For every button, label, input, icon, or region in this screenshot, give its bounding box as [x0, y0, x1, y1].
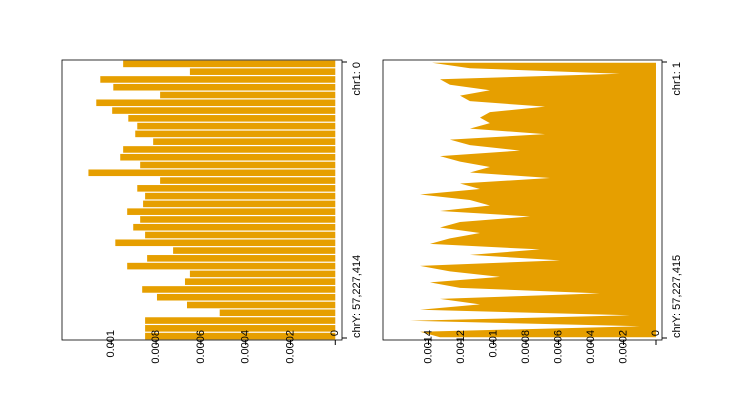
bar	[137, 122, 336, 130]
x-tick-label: 0.001	[105, 330, 117, 358]
x-tick-label: 0.0006	[195, 330, 207, 364]
bar	[137, 185, 336, 192]
bar	[145, 325, 336, 332]
bar	[88, 169, 336, 177]
plot-frame	[382, 59, 663, 341]
x-tick-label: 0.001	[487, 330, 499, 358]
bar	[189, 270, 336, 278]
y-tick-label: chrY: 57,227,414	[351, 255, 363, 338]
bar	[115, 239, 336, 247]
bar	[128, 115, 336, 122]
bar	[142, 286, 336, 293]
bar	[123, 146, 336, 153]
bar	[156, 293, 336, 301]
bar	[145, 192, 336, 200]
bar	[127, 262, 336, 270]
x-tick-label: 0.0008	[150, 330, 162, 364]
x-tick-label: 0	[650, 330, 662, 336]
bar	[100, 76, 336, 83]
bar	[112, 107, 336, 114]
bar	[145, 231, 336, 239]
area	[409, 62, 656, 338]
bar	[186, 301, 336, 309]
x-tick-label: 0.0012	[455, 330, 467, 364]
x-tick-label: 0.0014	[422, 330, 434, 364]
bar	[143, 200, 336, 208]
y-tick-label: chr1: 1	[671, 62, 683, 96]
bar	[140, 216, 336, 223]
bar	[160, 91, 336, 99]
bar	[133, 223, 336, 231]
plot-frame	[61, 59, 343, 341]
bar	[127, 208, 336, 215]
bar	[189, 68, 336, 75]
bar	[173, 247, 336, 254]
x-tick-label: 0.0008	[520, 330, 532, 364]
bar	[113, 83, 336, 91]
bar	[123, 60, 336, 68]
x-tick-label: 0.0002	[284, 330, 296, 364]
x-tick-label: 0.0004	[240, 330, 252, 364]
bar	[145, 332, 336, 340]
bar	[135, 130, 336, 138]
bar	[184, 278, 336, 285]
bar	[153, 138, 336, 145]
bar	[219, 309, 336, 317]
bar	[96, 99, 336, 107]
y-tick-label: chr1: 0	[351, 62, 363, 96]
x-tick-label: 0.0002	[617, 330, 629, 364]
bar	[147, 255, 336, 262]
y-tick-label: chrY: 57,227,415	[671, 255, 683, 338]
x-tick-label: 0.0004	[585, 330, 597, 364]
x-tick-label: 0	[329, 330, 341, 336]
bar	[160, 177, 336, 184]
x-tick-label: 0.0006	[552, 330, 564, 364]
bar	[145, 317, 336, 324]
bar	[140, 161, 336, 169]
bar	[120, 153, 336, 161]
